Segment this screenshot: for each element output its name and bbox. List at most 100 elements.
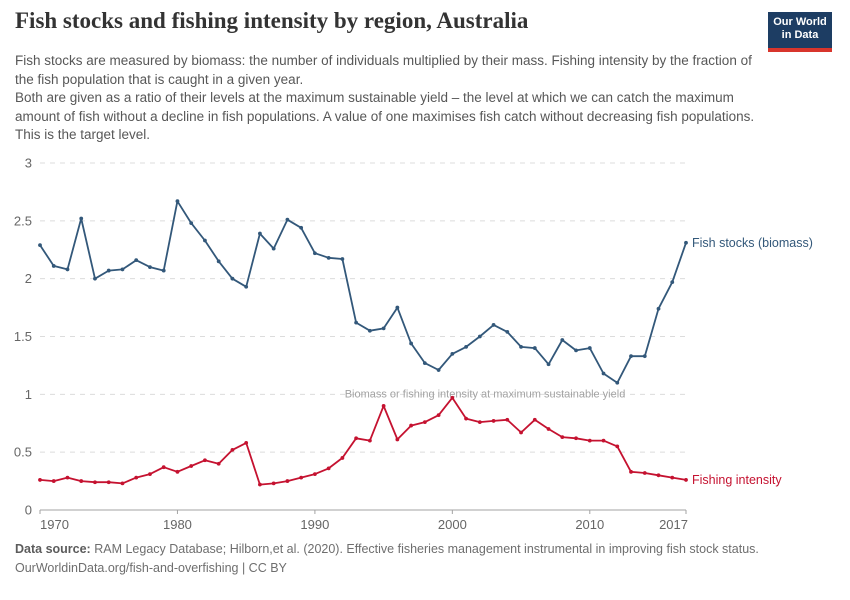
data-point[interactable] — [519, 430, 523, 435]
data-point[interactable] — [409, 341, 414, 346]
data-point[interactable] — [560, 338, 565, 342]
data-point[interactable] — [354, 320, 359, 325]
data-point[interactable] — [574, 436, 578, 441]
data-point[interactable] — [436, 413, 441, 418]
data-point[interactable] — [381, 404, 386, 408]
data-point[interactable] — [216, 259, 221, 264]
data-point[interactable] — [285, 479, 290, 483]
data-point[interactable] — [546, 362, 551, 367]
data-point[interactable] — [656, 306, 661, 311]
data-point[interactable] — [642, 471, 647, 475]
data-point[interactable] — [574, 348, 578, 353]
data-point[interactable] — [271, 481, 276, 486]
data-point[interactable] — [134, 258, 139, 263]
data-point[interactable] — [285, 217, 290, 222]
data-point[interactable] — [464, 345, 468, 349]
data-point[interactable] — [464, 416, 468, 421]
data-point[interactable] — [367, 438, 372, 443]
data-point[interactable] — [491, 323, 496, 327]
data-point[interactable] — [450, 395, 455, 400]
data-point[interactable] — [629, 469, 633, 474]
data-point[interactable] — [615, 380, 620, 385]
data-point[interactable] — [299, 225, 304, 230]
license-link-line[interactable]: OurWorldinData.org/fish-and-overfishing … — [15, 561, 287, 575]
data-point[interactable] — [134, 475, 139, 480]
data-point[interactable] — [587, 438, 592, 443]
data-point[interactable] — [79, 479, 84, 483]
data-point[interactable] — [148, 472, 152, 477]
data-point[interactable] — [326, 255, 331, 260]
data-point[interactable] — [244, 441, 249, 445]
data-point[interactable] — [422, 361, 427, 366]
data-point[interactable] — [51, 264, 56, 268]
data-point[interactable] — [244, 284, 249, 289]
data-point[interactable] — [120, 267, 125, 272]
data-point[interactable] — [93, 276, 97, 281]
data-point[interactable] — [175, 469, 180, 474]
data-point[interactable] — [422, 420, 427, 424]
data-point[interactable] — [258, 231, 262, 236]
data-point[interactable] — [312, 251, 317, 256]
data-point[interactable] — [38, 243, 42, 248]
data-point[interactable] — [51, 479, 56, 483]
data-point[interactable] — [106, 268, 111, 273]
data-point[interactable] — [505, 417, 510, 422]
data-point[interactable] — [505, 329, 510, 334]
data-point[interactable] — [38, 478, 42, 482]
data-point[interactable] — [601, 371, 606, 376]
data-point[interactable] — [326, 466, 331, 471]
data-point[interactable] — [381, 326, 386, 331]
data-point[interactable] — [203, 238, 207, 243]
data-point[interactable] — [601, 438, 606, 443]
data-point[interactable] — [560, 435, 565, 440]
data-point[interactable] — [656, 473, 661, 478]
data-point[interactable] — [629, 354, 633, 359]
data-point[interactable] — [106, 480, 111, 485]
data-point[interactable] — [216, 461, 221, 466]
data-point[interactable] — [450, 351, 455, 356]
data-point[interactable] — [65, 475, 70, 480]
data-point[interactable] — [258, 482, 262, 487]
data-point[interactable] — [189, 464, 194, 468]
data-point[interactable] — [491, 419, 496, 423]
data-point[interactable] — [230, 447, 235, 452]
data-point[interactable] — [161, 465, 166, 470]
data-point[interactable] — [230, 276, 235, 281]
data-point[interactable] — [65, 267, 70, 272]
fishing-intensity-line[interactable] — [39, 396, 687, 486]
data-point[interactable] — [670, 280, 675, 285]
data-point[interactable] — [532, 346, 537, 350]
data-point[interactable] — [395, 305, 400, 310]
data-point[interactable] — [148, 265, 152, 269]
data-point[interactable] — [519, 345, 523, 349]
data-point[interactable] — [684, 478, 688, 482]
data-point[interactable] — [203, 458, 207, 463]
data-point[interactable] — [436, 368, 441, 372]
data-point[interactable] — [299, 475, 304, 480]
data-point[interactable] — [615, 444, 620, 449]
data-point[interactable] — [354, 436, 359, 441]
data-point[interactable] — [670, 475, 675, 480]
data-point[interactable] — [161, 268, 166, 273]
data-point[interactable] — [175, 199, 180, 204]
data-point[interactable] — [684, 240, 688, 245]
data-point[interactable] — [93, 480, 97, 485]
data-point[interactable] — [189, 221, 194, 226]
data-point[interactable] — [532, 417, 537, 422]
data-point[interactable] — [477, 334, 482, 339]
data-point[interactable] — [271, 246, 276, 251]
data-point[interactable] — [120, 481, 125, 486]
data-point[interactable] — [340, 257, 345, 261]
data-point[interactable] — [409, 423, 414, 428]
owid-logo[interactable]: Our World in Data — [768, 12, 832, 52]
data-point[interactable] — [367, 328, 372, 333]
fish-stocks-line[interactable] — [39, 200, 687, 384]
data-point[interactable] — [477, 420, 482, 424]
data-point[interactable] — [587, 346, 592, 350]
data-point[interactable] — [79, 216, 84, 221]
data-point[interactable] — [340, 456, 345, 460]
data-point[interactable] — [642, 354, 647, 359]
data-point[interactable] — [312, 472, 317, 477]
data-point[interactable] — [546, 427, 551, 431]
data-point[interactable] — [395, 437, 400, 442]
